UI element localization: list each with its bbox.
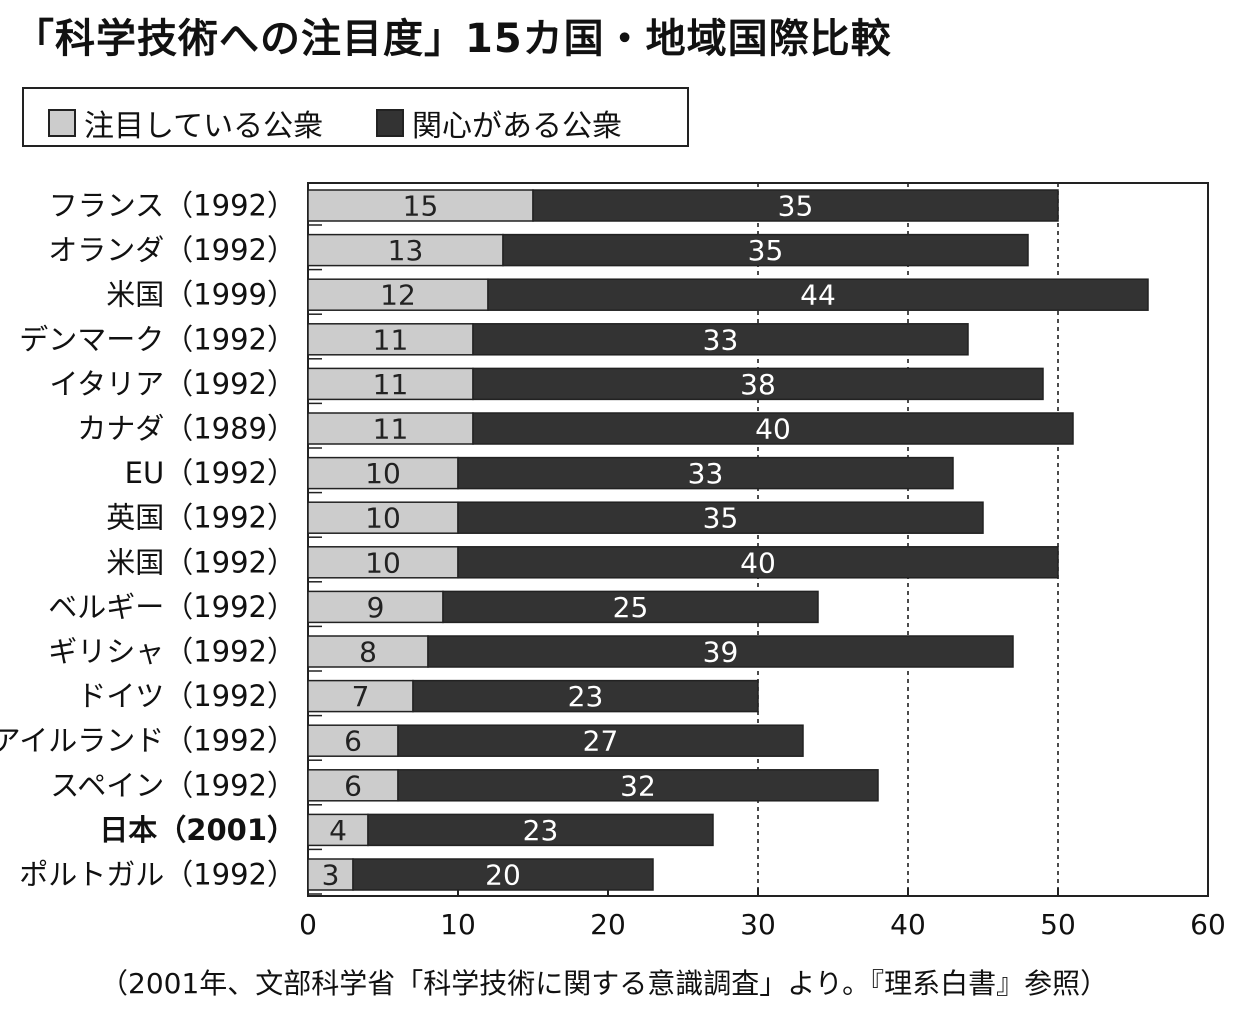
value-label-attentive: 10 (365, 457, 401, 490)
bar-interested (367, 813, 714, 847)
value-label-attentive: 6 (344, 725, 362, 758)
value-label-interested: 38 (740, 368, 776, 401)
bar-attentive (307, 323, 474, 356)
bar-interested (442, 590, 819, 624)
bar-interested (457, 546, 1059, 579)
category-label: ベルギー（1992） (48, 590, 296, 624)
value-label-interested: 44 (800, 279, 836, 312)
value-label-interested: 20 (485, 859, 521, 892)
category-label: 英国（1992） (106, 501, 296, 535)
value-label-interested: 23 (523, 814, 559, 847)
bar-interested (472, 412, 1074, 445)
category-label: ギリシャ（1992） (48, 635, 296, 669)
value-label-interested: 39 (703, 636, 739, 669)
value-label-attentive: 4 (329, 814, 347, 847)
bar-interested (427, 635, 1014, 668)
x-tick-label: 0 (299, 908, 317, 941)
category-label: カナダ（1989） (77, 412, 296, 446)
value-label-attentive: 10 (365, 546, 401, 579)
value-label-interested: 32 (620, 769, 656, 802)
bar-interested (412, 679, 759, 713)
value-label-interested: 35 (778, 190, 814, 223)
value-label-interested: 40 (755, 413, 791, 446)
value-label-interested: 33 (688, 457, 724, 490)
value-label-interested: 35 (703, 502, 739, 535)
bar-interested (487, 278, 1149, 311)
x-tick-label: 30 (740, 908, 776, 941)
bar-interested (397, 724, 804, 757)
value-label-interested: 25 (613, 591, 649, 624)
bar-attentive (307, 412, 474, 445)
category-label: 米国（1992） (106, 545, 296, 579)
footnote: （2001年、文部科学省「科学技術に関する意識調査」より。『理系白書』参照） (100, 967, 1109, 1000)
bar-interested (352, 858, 654, 891)
bar-attentive (307, 679, 414, 713)
value-label-interested: 35 (748, 234, 784, 267)
x-tick-label: 10 (440, 908, 476, 941)
bar-attentive (307, 233, 504, 267)
bar-attentive (307, 367, 474, 401)
bar-interested (502, 233, 1029, 267)
bar-interested (397, 769, 879, 802)
value-label-attentive: 13 (388, 234, 424, 267)
bar-interested (472, 367, 1044, 401)
legend-swatch-attentive (48, 109, 76, 137)
legend-swatch-interested (376, 109, 404, 137)
bar-attentive (307, 724, 399, 757)
category-label: スペイン（1992） (50, 768, 296, 802)
bar-attentive (307, 546, 459, 579)
legend-item-attentive: 注目している公衆 (48, 101, 323, 145)
x-tick-label: 20 (590, 908, 626, 941)
x-tick-label: 40 (890, 908, 926, 941)
category-label: ポルトガル（1992） (19, 858, 296, 892)
bar-attentive (307, 590, 444, 624)
bar-interested (532, 189, 1059, 222)
value-label-attentive: 11 (373, 413, 409, 446)
chart-title: 「科学技術への注目度」15カ国・地域国際比較 (14, 16, 892, 62)
category-label: イタリア（1992） (49, 367, 296, 401)
category-label: アイルランド（1992） (0, 724, 296, 758)
legend-item-interested: 関心がある公衆 (376, 101, 622, 145)
value-label-attentive: 11 (373, 323, 409, 356)
category-label: デンマーク（1992） (19, 322, 296, 356)
bar-interested (472, 323, 969, 356)
value-label-attentive: 12 (380, 279, 416, 312)
category-label: ドイツ（1992） (77, 679, 296, 713)
value-label-attentive: 3 (322, 859, 340, 892)
legend: 注目している公衆 関心がある公衆 (22, 87, 689, 147)
category-label: 米国（1999） (106, 278, 296, 312)
value-label-interested: 33 (703, 323, 739, 356)
value-label-attentive: 6 (344, 769, 362, 802)
value-label-attentive: 15 (403, 190, 439, 223)
value-label-interested: 40 (740, 546, 776, 579)
bar-chart: 0 10 20 30 40 50 60 15 35 フランス（1992） 13 35 オランダ（1992… (0, 182, 1226, 941)
bar-interested (457, 456, 954, 490)
bar-attentive (307, 189, 534, 222)
bar-interested (457, 501, 984, 534)
category-label: EU（1992） (125, 456, 296, 490)
category-label: オランダ（1992） (48, 233, 296, 267)
value-label-attentive: 7 (352, 680, 370, 713)
value-label-attentive: 11 (373, 368, 409, 401)
value-label-attentive: 9 (367, 591, 385, 624)
x-tick-label: 50 (1040, 908, 1076, 941)
value-label-attentive: 8 (359, 636, 377, 669)
category-label: 日本（2001） (99, 813, 296, 847)
legend-label-interested: 関心がある公衆 (412, 109, 622, 144)
category-label: フランス（1992） (49, 189, 296, 223)
legend-label-attentive: 注目している公衆 (84, 109, 324, 144)
value-label-attentive: 10 (365, 502, 401, 535)
value-label-interested: 23 (568, 680, 604, 713)
value-label-interested: 27 (583, 725, 619, 758)
x-tick-label: 60 (1190, 908, 1226, 941)
bar-attentive (307, 456, 459, 490)
